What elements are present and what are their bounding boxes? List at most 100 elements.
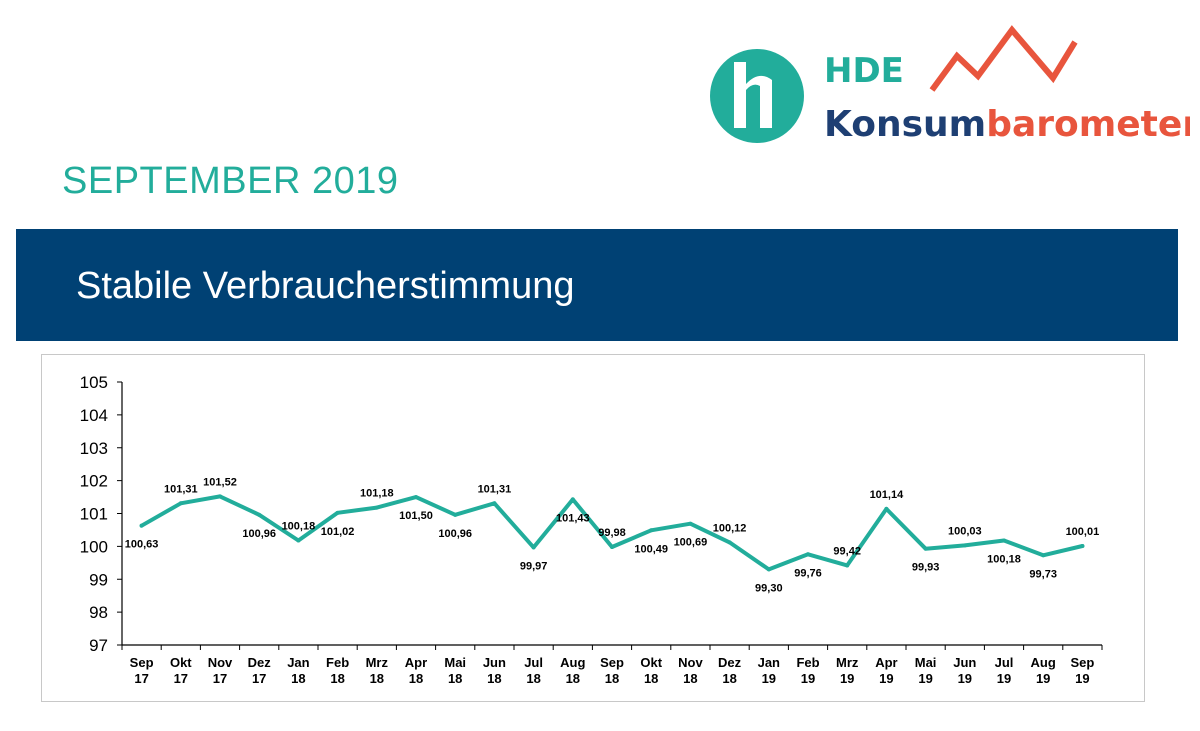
- data-point: [649, 528, 654, 533]
- data-point: [884, 506, 889, 511]
- y-tick-label: 98: [89, 603, 108, 622]
- data-point: [923, 546, 928, 551]
- data-point: [1002, 538, 1006, 543]
- data-label: 100,18: [282, 520, 316, 532]
- x-tick-label-month: Jan: [758, 655, 780, 670]
- data-point: [806, 552, 810, 557]
- data-point: [610, 545, 614, 550]
- x-tick-label-month: Apr: [405, 655, 427, 670]
- data-label: 100,18: [987, 553, 1021, 565]
- data-label: 100,69: [674, 537, 708, 549]
- x-tick-label-month: Nov: [678, 655, 703, 670]
- data-label: 101,02: [321, 526, 355, 538]
- data-point: [414, 495, 418, 500]
- x-tick-label-year: 19: [1075, 671, 1089, 686]
- brand-konsumbarometer: Konsumbarometer: [824, 104, 1190, 145]
- x-tick-label-month: Sep: [600, 655, 624, 670]
- report-month: SEPTEMBER 2019: [62, 160, 399, 202]
- x-tick-label-year: 18: [644, 671, 658, 686]
- x-tick-label-month: Aug: [560, 655, 585, 670]
- x-tick-label-year: 18: [330, 671, 344, 686]
- data-label: 100,63: [125, 539, 159, 551]
- data-point: [688, 521, 693, 526]
- data-label: 100,96: [438, 528, 472, 540]
- zigzag-trend-icon: [929, 25, 1078, 92]
- brand-barometer: barometer: [986, 104, 1190, 145]
- data-label: 100,49: [634, 543, 668, 555]
- data-label: 99,73: [1029, 568, 1057, 580]
- x-tick-label-year: 18: [487, 671, 501, 686]
- x-tick-label-month: Mai: [915, 655, 937, 670]
- y-tick-label: 99: [89, 570, 108, 589]
- x-tick-label-month: Mrz: [836, 655, 859, 670]
- x-tick-label-month: Jun: [953, 655, 976, 670]
- headline: Stabile Verbraucherstimmung: [76, 265, 575, 307]
- x-tick-label-year: 19: [958, 671, 972, 686]
- data-point: [962, 543, 967, 548]
- headline-banner: Stabile Verbraucherstimmung: [16, 229, 1178, 341]
- x-tick-label-month: Mai: [444, 655, 466, 670]
- data-point: [296, 538, 301, 543]
- data-point: [492, 501, 497, 506]
- hde-h-logo-icon: [710, 49, 804, 143]
- chart-frame: 97 98 99 100 101 102 103 104 105 Sep 17 Okt 17 Nov 17 D…: [41, 354, 1145, 702]
- data-label: 101,52: [203, 476, 237, 488]
- data-label: 101,50: [399, 510, 433, 522]
- x-tick-label-year: 18: [409, 671, 423, 686]
- data-point: [257, 512, 262, 517]
- data-label: 101,43: [556, 512, 590, 524]
- y-tick-label: 101: [80, 505, 108, 524]
- x-tick-label-month: Jun: [483, 655, 506, 670]
- x-tick-label-month: Dez: [718, 655, 742, 670]
- x-tick-label-year: 18: [722, 671, 736, 686]
- data-label: 100,01: [1066, 526, 1100, 538]
- x-tick-label-month: Okt: [640, 655, 662, 670]
- x-tick-label-year: 19: [840, 671, 854, 686]
- x-tick-label-year: 19: [997, 671, 1011, 686]
- x-tick-label-year: 17: [252, 671, 266, 686]
- data-point: [374, 505, 379, 510]
- data-label: 99,30: [755, 582, 783, 594]
- x-tick-label-month: Jul: [995, 655, 1014, 670]
- x-tick-label-year: 19: [801, 671, 815, 686]
- data-label: 101,31: [478, 483, 512, 495]
- x-tick-label-month: Mrz: [366, 655, 389, 670]
- data-label: 100,12: [713, 522, 747, 534]
- data-point: [1041, 553, 1046, 558]
- data-point: [453, 512, 458, 517]
- y-tick-label: 105: [80, 373, 108, 392]
- consumer-barometer-line-chart: 979899100101102103104105Sep17Okt17Nov17D…: [80, 373, 1103, 686]
- data-label: 99,93: [912, 562, 940, 574]
- data-point: [570, 497, 575, 502]
- x-tick-label-year: 17: [174, 671, 188, 686]
- x-tick-label-year: 18: [370, 671, 384, 686]
- x-tick-label-year: 18: [566, 671, 580, 686]
- x-tick-label-month: Jul: [524, 655, 543, 670]
- data-label: 99,42: [833, 545, 861, 557]
- x-tick-label-year: 18: [683, 671, 697, 686]
- data-label: 99,76: [794, 567, 822, 579]
- x-tick-label-year: 19: [1036, 671, 1050, 686]
- x-tick-label-month: Nov: [208, 655, 233, 670]
- x-tick-label-year: 19: [918, 671, 932, 686]
- x-tick-label-year: 19: [762, 671, 776, 686]
- brand-hde: HDE: [824, 51, 904, 91]
- x-tick-label-month: Okt: [170, 655, 192, 670]
- x-tick-label-year: 17: [213, 671, 227, 686]
- data-point: [139, 523, 144, 528]
- x-tick-label-year: 17: [134, 671, 148, 686]
- data-point: [1080, 544, 1085, 549]
- x-tick-label-year: 18: [526, 671, 540, 686]
- y-tick-label: 100: [80, 537, 108, 556]
- data-point: [178, 501, 183, 506]
- x-tick-label-month: Sep: [130, 655, 154, 670]
- x-tick-label-month: Feb: [326, 655, 349, 670]
- x-tick-label-month: Feb: [796, 655, 819, 670]
- y-tick-label: 104: [80, 406, 108, 425]
- data-label: 99,98: [598, 527, 626, 539]
- y-tick-label: 102: [80, 472, 108, 491]
- data-point: [727, 540, 732, 545]
- x-tick-label-month: Sep: [1070, 655, 1094, 670]
- data-point: [766, 567, 771, 572]
- data-point: [531, 545, 536, 550]
